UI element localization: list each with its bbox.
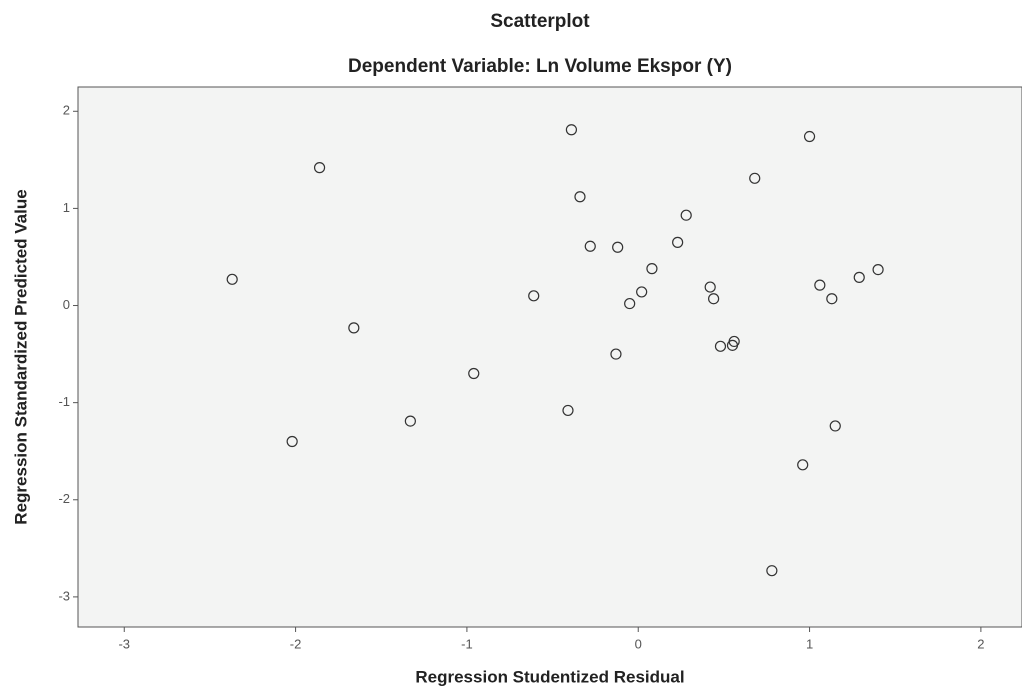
y-tick-label: -1 <box>58 394 70 409</box>
y-tick-label: 2 <box>63 103 70 118</box>
point <box>797 459 809 471</box>
point <box>766 565 778 577</box>
point <box>680 209 692 221</box>
point <box>814 279 826 291</box>
y-axis-label: Regression Standardized Predicted Value <box>11 189 30 524</box>
x-tick-label: -2 <box>290 636 302 651</box>
point <box>872 263 884 276</box>
point <box>708 293 720 305</box>
y-tick-label: 0 <box>63 297 70 312</box>
point <box>853 271 865 283</box>
point <box>610 348 622 360</box>
point <box>726 339 739 351</box>
chart-title: Scatterplot <box>490 11 590 32</box>
point <box>829 420 841 432</box>
point <box>612 241 624 253</box>
point <box>646 263 658 275</box>
x-tick-label: -3 <box>118 636 130 651</box>
point <box>565 124 578 136</box>
point <box>672 236 684 248</box>
x-tick-label: -1 <box>461 636 473 651</box>
point <box>313 162 326 174</box>
x-axis-label: Regression Studentized Residual <box>415 667 684 686</box>
point <box>826 293 838 305</box>
point <box>286 435 298 448</box>
point <box>348 322 360 334</box>
y-tick-label: -2 <box>58 491 70 506</box>
chart-subtitle: Dependent Variable: Ln Volume Ekspor (Y) <box>348 56 732 77</box>
point <box>404 415 416 427</box>
point <box>714 340 727 352</box>
point <box>704 281 716 293</box>
plot-area <box>77 86 1022 628</box>
point <box>749 172 761 184</box>
y-tick-label: -3 <box>58 588 70 603</box>
point <box>636 286 648 298</box>
point <box>803 130 816 143</box>
x-tick-label: 1 <box>806 636 813 651</box>
point <box>624 297 636 310</box>
y-tick-label: 1 <box>63 200 70 215</box>
x-tick-label: 0 <box>635 636 642 651</box>
point <box>574 191 586 203</box>
x-tick-label: 2 <box>977 636 984 651</box>
point <box>226 273 238 285</box>
point <box>528 290 540 302</box>
point <box>468 367 480 380</box>
point <box>584 240 596 252</box>
point <box>562 404 574 417</box>
